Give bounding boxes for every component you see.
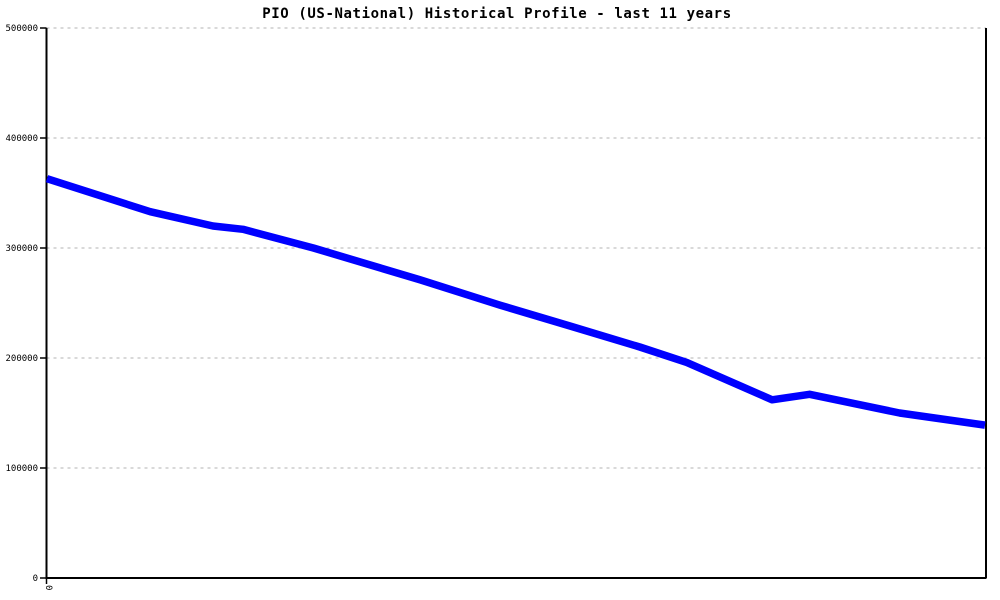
axis-ticks-and-labels: 0 100000 200000 300000 400000 500000 0 bbox=[5, 24, 53, 590]
y-tick-label-0: 0 bbox=[33, 574, 38, 584]
y-tick-label-300000: 300000 bbox=[5, 244, 38, 254]
chart-title: PIO (US-National) Historical Profile - l… bbox=[262, 6, 732, 22]
data-series bbox=[45, 175, 986, 429]
y-tick-label-100000: 100000 bbox=[5, 464, 38, 474]
axes bbox=[45, 28, 987, 579]
gridlines bbox=[46, 27, 986, 469]
y-tick-label-200000: 200000 bbox=[5, 354, 38, 364]
y-tick-label-400000: 400000 bbox=[5, 134, 38, 144]
y-tick-label-500000: 500000 bbox=[5, 24, 38, 34]
x-tick-label-origin: 0 bbox=[43, 585, 53, 590]
data-line-pio-count bbox=[45, 175, 986, 429]
